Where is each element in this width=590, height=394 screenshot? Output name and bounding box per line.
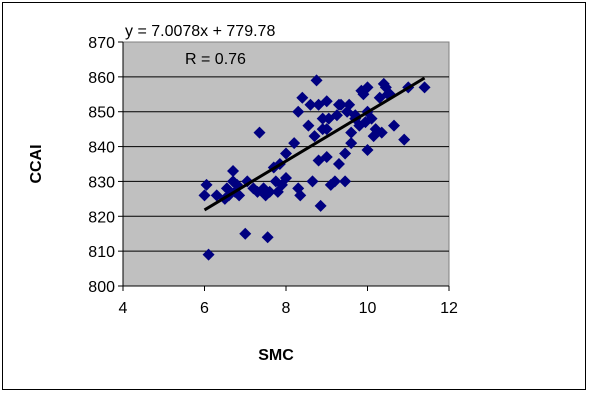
data-point bbox=[332, 158, 345, 170]
data-point bbox=[387, 119, 400, 132]
y-tick-label: 830 bbox=[88, 174, 115, 191]
data-point bbox=[288, 137, 301, 150]
data-point bbox=[361, 144, 374, 157]
data-point bbox=[294, 189, 307, 202]
data-point bbox=[302, 119, 315, 132]
data-point bbox=[261, 231, 274, 244]
x-tick-label: 8 bbox=[282, 300, 291, 317]
plot-area bbox=[122, 41, 450, 287]
data-point bbox=[339, 147, 352, 160]
data-point bbox=[330, 109, 343, 122]
y-tick-label: 820 bbox=[88, 209, 115, 226]
data-point bbox=[263, 185, 276, 198]
data-point bbox=[198, 189, 211, 202]
y-tick-label: 850 bbox=[88, 105, 115, 122]
chart-frame: 800 810 820 830 840 850 860 870 4 6 8 10 12 y = 7.007… bbox=[2, 2, 586, 390]
x-tick-label: 12 bbox=[440, 300, 458, 317]
data-point bbox=[398, 133, 411, 146]
data-point bbox=[202, 248, 215, 261]
data-point bbox=[304, 98, 317, 111]
data-point bbox=[296, 91, 309, 104]
y-axis-title: CCAI bbox=[28, 144, 45, 183]
data-point bbox=[365, 112, 378, 125]
data-point bbox=[292, 105, 305, 118]
y-tick-label: 870 bbox=[88, 35, 115, 52]
y-tick-label: 810 bbox=[88, 244, 115, 261]
data-point bbox=[418, 81, 431, 94]
data-point bbox=[306, 175, 319, 188]
data-point bbox=[280, 171, 292, 184]
data-point bbox=[280, 147, 292, 160]
data-point bbox=[345, 137, 358, 150]
data-point bbox=[227, 164, 240, 177]
data-point bbox=[320, 123, 333, 136]
data-point bbox=[320, 95, 333, 108]
data-point bbox=[239, 227, 252, 240]
x-tick-label: 10 bbox=[359, 300, 377, 317]
data-point bbox=[375, 126, 388, 139]
data-point bbox=[361, 81, 374, 94]
data-point bbox=[253, 126, 266, 139]
data-point bbox=[316, 112, 329, 125]
data-point bbox=[310, 74, 323, 87]
trendline bbox=[203, 76, 426, 212]
trendline-equation: y = 7.0078x + 779.78 bbox=[125, 23, 275, 40]
x-tick-label: 6 bbox=[200, 300, 209, 317]
data-point bbox=[314, 199, 327, 212]
data-point bbox=[339, 175, 352, 188]
data-point bbox=[343, 98, 356, 111]
y-tick-label: 860 bbox=[88, 70, 115, 87]
data-point bbox=[200, 178, 213, 191]
y-tick-label: 800 bbox=[88, 279, 115, 296]
data-point bbox=[328, 175, 341, 188]
x-tick-label: 4 bbox=[119, 300, 128, 317]
data-point bbox=[345, 126, 358, 139]
x-axis-title: SMC bbox=[258, 347, 294, 364]
r-value-label: R = 0.76 bbox=[185, 51, 246, 68]
data-point bbox=[320, 151, 333, 164]
data-point bbox=[335, 98, 348, 111]
y-tick-label: 840 bbox=[88, 140, 115, 157]
data-point bbox=[308, 130, 321, 143]
